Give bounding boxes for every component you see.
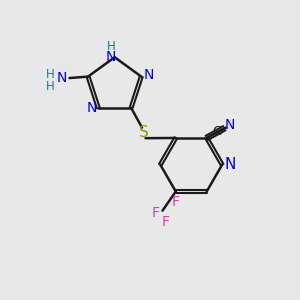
- Text: F: F: [152, 206, 160, 220]
- Text: N: N: [87, 101, 97, 116]
- Text: H: H: [106, 40, 115, 52]
- Text: C: C: [167, 203, 168, 204]
- Text: S: S: [139, 125, 148, 140]
- Text: H: H: [46, 68, 55, 81]
- Text: N: N: [225, 118, 236, 132]
- Text: F: F: [172, 195, 180, 209]
- Text: C: C: [212, 125, 221, 138]
- Text: N: N: [57, 71, 67, 85]
- Text: N: N: [106, 50, 116, 64]
- Text: H: H: [46, 80, 55, 93]
- Text: F: F: [161, 215, 169, 230]
- Text: N: N: [143, 68, 154, 82]
- Text: N: N: [225, 157, 236, 172]
